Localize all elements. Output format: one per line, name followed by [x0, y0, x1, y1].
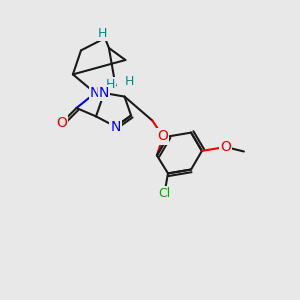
Text: O: O	[56, 116, 67, 130]
Text: O: O	[158, 130, 168, 143]
Text: N: N	[99, 86, 109, 100]
Text: N: N	[110, 120, 121, 134]
Text: H: H	[125, 75, 134, 88]
Text: H: H	[97, 27, 107, 40]
Text: N: N	[90, 86, 100, 100]
Text: Cl: Cl	[158, 187, 170, 200]
Text: H: H	[105, 77, 115, 91]
Text: O: O	[220, 140, 231, 154]
